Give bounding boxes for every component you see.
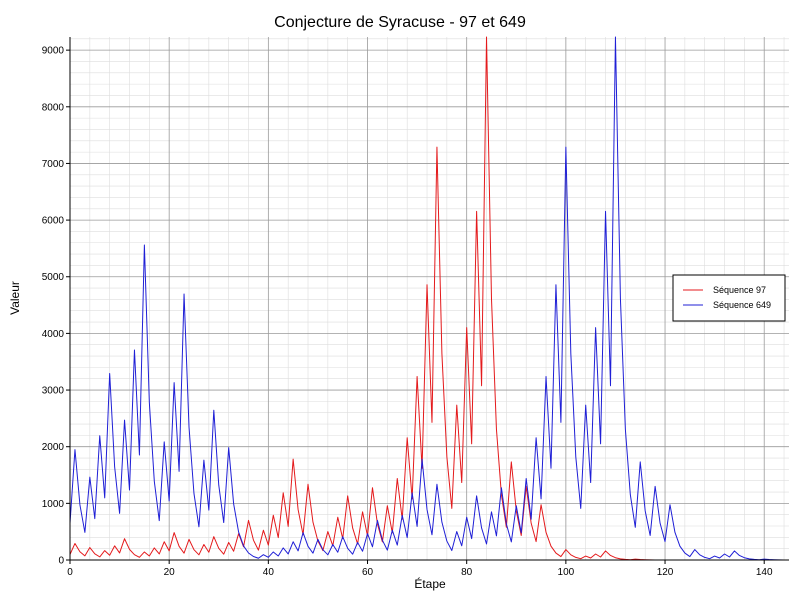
y-tick-label: 1000 [42, 499, 65, 510]
y-tick-label: 2000 [42, 442, 65, 453]
chart-title: Conjecture de Syracuse - 97 et 649 [274, 14, 526, 31]
x-tick-label: 100 [558, 567, 575, 578]
series-line-s-quence-97 [69, 36, 656, 561]
y-tick-label: 4000 [42, 329, 65, 340]
legend: Séquence 97 Séquence 649 [672, 274, 786, 322]
x-tick-label: 60 [362, 567, 374, 578]
y-axis-label: Valeur [8, 281, 22, 315]
y-tick-label: 7000 [42, 159, 65, 170]
major-grid [69, 37, 789, 561]
y-tick-label: 9000 [42, 46, 65, 57]
legend-box [672, 274, 786, 322]
axes [69, 37, 789, 561]
y-tick-label: 0 [58, 556, 64, 567]
y-tick-label: 5000 [42, 272, 65, 283]
y-tick-label: 8000 [42, 102, 65, 113]
x-tick-label: 20 [164, 567, 176, 578]
x-tick-label: 120 [657, 567, 674, 578]
legend-label-sequence-649: Séquence 649 [713, 300, 771, 310]
x-tick-label: 0 [67, 567, 73, 578]
x-tick-label: 140 [756, 567, 773, 578]
x-tick-label: 80 [461, 567, 473, 578]
x-axis-ticks: 0 20 40 60 80 100 120 140 [67, 560, 773, 578]
series-layer [69, 36, 785, 561]
legend-label-sequence-97: Séquence 97 [713, 285, 766, 295]
x-axis-label: Étape [414, 576, 446, 591]
y-tick-label: 6000 [42, 216, 65, 227]
x-tick-label: 40 [263, 567, 275, 578]
y-axis-ticks: 0 1000 2000 3000 4000 5000 6000 7000 8000 9000 [42, 46, 70, 567]
minor-grid [70, 37, 789, 560]
y-tick-label: 3000 [42, 386, 65, 397]
series-line-s-quence-649 [69, 36, 785, 561]
